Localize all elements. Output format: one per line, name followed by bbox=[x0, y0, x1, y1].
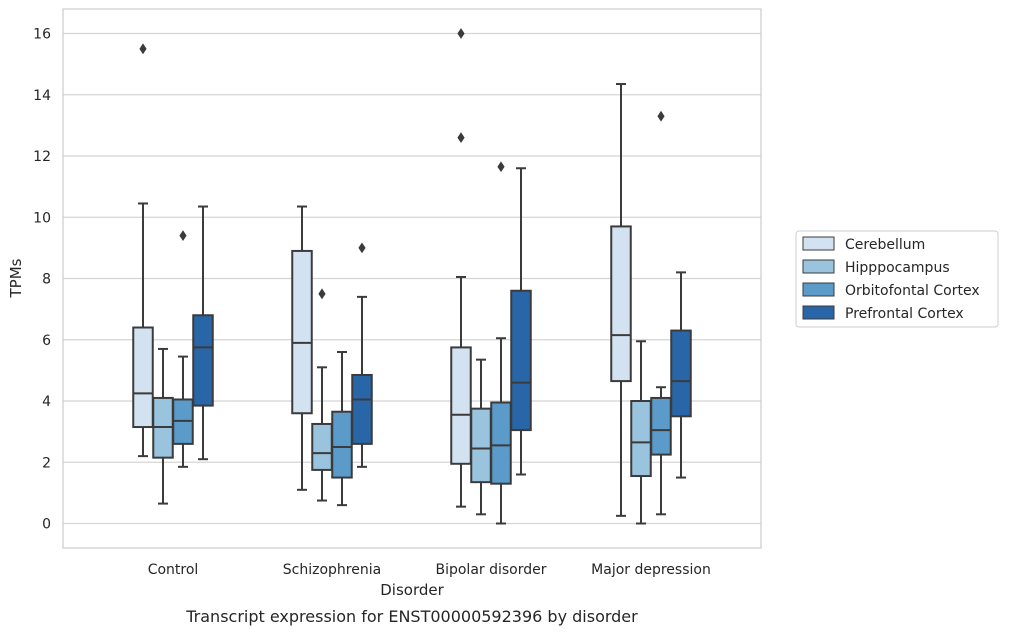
box-1-2 bbox=[470, 358, 492, 516]
box-3-1 bbox=[351, 242, 373, 468]
box-iqr bbox=[192, 314, 214, 407]
outlier-point bbox=[457, 28, 465, 39]
outlier-point bbox=[179, 230, 187, 242]
box-0-2 bbox=[450, 28, 472, 508]
y-tick-label: 4 bbox=[42, 394, 51, 410]
y-tick-label: 2 bbox=[42, 455, 51, 471]
box-2-2 bbox=[490, 161, 512, 525]
outlier-point bbox=[318, 288, 326, 300]
box-3-2 bbox=[510, 167, 532, 476]
box-2-1 bbox=[331, 351, 353, 507]
y-tick-label: 6 bbox=[42, 333, 51, 349]
legend-swatch bbox=[802, 305, 835, 320]
outlier-point bbox=[657, 110, 665, 122]
box-2-3 bbox=[650, 110, 672, 516]
outlier-point bbox=[497, 161, 505, 173]
legend-label: Cerebellum bbox=[845, 237, 925, 253]
legend-swatch bbox=[802, 282, 835, 297]
plot-frame bbox=[62, 8, 762, 549]
box-iqr bbox=[291, 249, 313, 415]
box-iqr bbox=[450, 346, 472, 465]
box-3-3 bbox=[670, 271, 692, 479]
outlier-point bbox=[358, 242, 366, 254]
y-tick-label: 16 bbox=[33, 27, 51, 43]
box-3-0 bbox=[192, 205, 214, 461]
chart-caption: Transcript expression for ENST0000059239… bbox=[185, 607, 638, 626]
legend-label: Orbitofontal Cortex bbox=[845, 283, 980, 299]
box-iqr bbox=[311, 422, 333, 471]
box-2-0 bbox=[172, 230, 194, 468]
legend-label: Prefrontal Cortex bbox=[845, 306, 964, 322]
x-tick-label: Major depression bbox=[591, 562, 711, 578]
box-iqr bbox=[470, 407, 492, 484]
x-axis-title: Disorder bbox=[380, 581, 444, 599]
legend-label: Hipppocampus bbox=[845, 260, 950, 276]
box-iqr bbox=[510, 289, 532, 432]
box-iqr bbox=[670, 329, 692, 418]
box-iqr bbox=[630, 400, 652, 478]
y-tick-label: 14 bbox=[33, 88, 51, 104]
box-iqr bbox=[490, 401, 512, 485]
x-tick-label: Schizophrenia bbox=[283, 562, 381, 578]
box-iqr bbox=[650, 396, 672, 456]
box-1-0 bbox=[152, 347, 174, 505]
legend-frame bbox=[795, 230, 999, 328]
box-iqr bbox=[132, 326, 154, 429]
y-tick-label: 8 bbox=[42, 272, 51, 288]
box-0-0 bbox=[132, 43, 154, 458]
boxes-layer bbox=[132, 28, 692, 525]
legend: Cerebellum Hipppocampus Orbitofontal Corte… bbox=[795, 230, 999, 328]
box-0-3 bbox=[610, 83, 632, 517]
box-iqr bbox=[351, 373, 373, 445]
x-tick-labels: Control Schizophrenia Bipolar disorder Majo… bbox=[148, 562, 711, 578]
box-0-1 bbox=[291, 205, 313, 491]
outlier-point bbox=[139, 43, 147, 55]
y-tick-label: 0 bbox=[42, 517, 51, 533]
y-axis-title: TPMs bbox=[7, 258, 25, 298]
box-iqr bbox=[610, 225, 632, 383]
y-tick-label: 12 bbox=[33, 149, 51, 165]
outlier-point bbox=[457, 132, 465, 144]
legend-swatch bbox=[802, 259, 835, 274]
x-tick-label: Bipolar disorder bbox=[435, 562, 546, 578]
box-iqr bbox=[331, 410, 353, 479]
legend-swatch bbox=[802, 236, 835, 251]
y-tick-labels: 0 2 4 6 8 10 12 14 16 bbox=[33, 27, 51, 533]
y-tick-label: 10 bbox=[33, 210, 51, 226]
x-tick-label: Control bbox=[148, 562, 199, 578]
